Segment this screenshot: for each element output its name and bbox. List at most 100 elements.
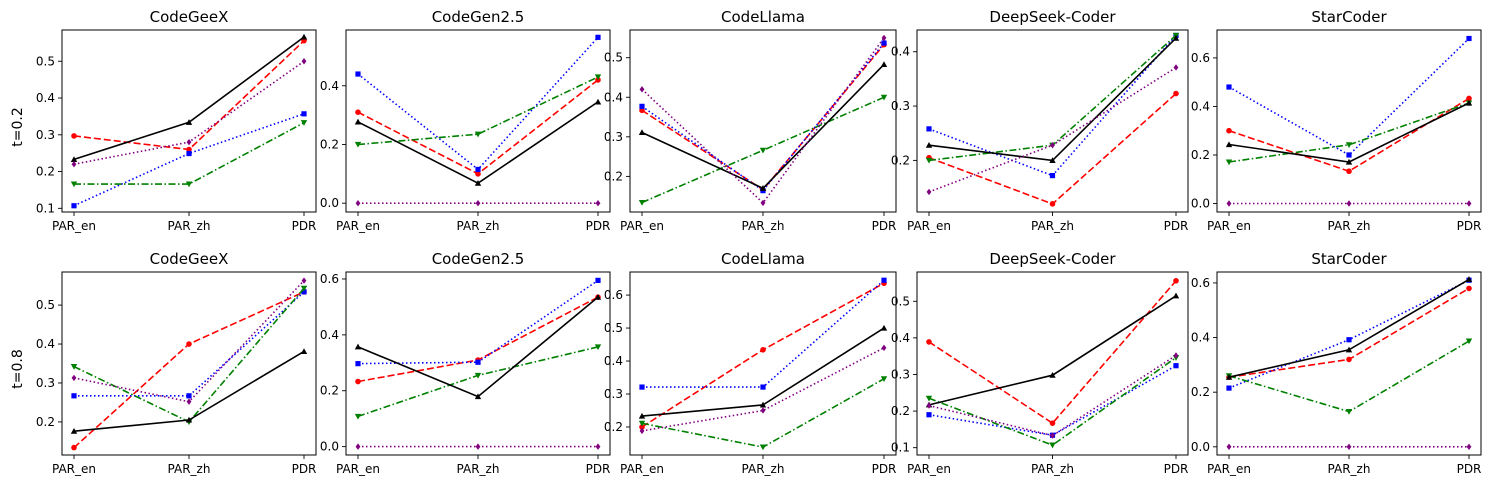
data-point [1050, 432, 1055, 439]
data-point [1466, 95, 1472, 102]
data-point [301, 289, 307, 295]
data-point [1465, 99, 1473, 106]
data-point [70, 364, 78, 370]
y-tick-label: 0.1 [36, 201, 55, 215]
x-tick-label: PAR_zh [457, 219, 500, 233]
data-point [1345, 409, 1353, 415]
data-point [1345, 346, 1353, 353]
x-tick-label: PAR_en [1207, 219, 1251, 233]
data-point [594, 293, 602, 300]
data-point [1173, 64, 1179, 71]
data-point [300, 33, 308, 40]
x-tick-label: PAR_zh [168, 462, 211, 476]
x-tick-label: PDR [1457, 219, 1482, 233]
subplot-title: CodeGen2.5 [432, 8, 525, 26]
data-point [71, 393, 77, 399]
axes-frame [1216, 29, 1482, 213]
data-point [881, 344, 887, 352]
series-line-4 [928, 354, 1177, 437]
series-line-4 [73, 280, 305, 403]
data-point [355, 109, 361, 115]
data-point [70, 428, 78, 434]
data-point [71, 161, 77, 168]
data-point [1466, 200, 1472, 207]
data-point [881, 34, 887, 42]
data-point [1346, 443, 1352, 451]
data-point [475, 199, 481, 207]
data-point [475, 166, 481, 173]
data-point [925, 157, 933, 164]
y-tick-label: 0.2 [320, 137, 339, 151]
data-point [301, 111, 307, 117]
x-tick-label: PAR_en [907, 219, 951, 233]
data-point [1226, 127, 1232, 134]
data-point [71, 133, 77, 139]
data-point [595, 34, 601, 40]
x-tick-label: PAR_en [336, 219, 380, 233]
data-point [638, 199, 646, 206]
y-tick-label: 0.4 [604, 354, 623, 368]
data-point [880, 61, 888, 67]
y-tick-label: 0.5 [36, 54, 55, 68]
data-point [639, 427, 645, 435]
subplot-title: DeepSeek-Coder [989, 8, 1116, 26]
data-point [595, 443, 601, 450]
y-tick-label: 0.3 [604, 130, 623, 144]
y-tick-label: 0.0 [1191, 197, 1210, 211]
data-point [881, 40, 887, 46]
x-tick-label: PDR [586, 462, 611, 476]
x-tick-label: PAR_en [620, 462, 664, 476]
data-point [355, 199, 361, 207]
data-point [1173, 90, 1179, 97]
data-point [594, 98, 602, 105]
data-point [759, 444, 767, 451]
x-tick-label: PDR [292, 462, 317, 476]
data-point [1345, 142, 1353, 148]
data-point [1346, 337, 1352, 343]
data-point [1226, 443, 1232, 451]
data-point [639, 424, 645, 430]
x-tick-label: PAR_zh [168, 219, 211, 233]
data-point [1225, 373, 1233, 380]
data-point [301, 277, 307, 284]
data-point [880, 376, 888, 383]
data-point [1173, 277, 1179, 284]
data-point [925, 141, 933, 148]
data-point [1346, 152, 1352, 158]
data-point [760, 199, 766, 207]
data-point [1049, 173, 1056, 179]
data-point [355, 71, 361, 77]
y-tick-label: 0.6 [320, 272, 339, 286]
data-point [1465, 276, 1473, 282]
y-tick-label: 0.4 [36, 91, 55, 105]
x-tick-label: PAR_zh [1031, 462, 1074, 476]
x-tick-label: PAR_zh [1328, 462, 1371, 476]
data-point [880, 324, 888, 331]
series-line-0 [928, 280, 1177, 425]
data-point [474, 180, 482, 186]
y-tick-label: 0.5 [604, 51, 623, 65]
data-point [354, 118, 362, 125]
series-line-1 [641, 42, 885, 192]
y-tick-label: 0.2 [1191, 385, 1210, 399]
subplot-title: CodeLlama [721, 250, 805, 268]
data-point [594, 344, 602, 351]
data-point [186, 146, 192, 153]
series-line-2 [1228, 102, 1470, 163]
data-point [186, 150, 192, 157]
y-tick-label: 0.4 [1191, 331, 1210, 345]
x-tick-label: PDR [872, 462, 897, 476]
data-point [1345, 158, 1353, 165]
data-point [474, 372, 482, 379]
series-line-4 [641, 37, 885, 205]
series-line-1 [1228, 37, 1470, 156]
x-tick-label: PDR [1164, 219, 1189, 233]
y-tick-label: 0.2 [891, 404, 910, 418]
data-point [300, 348, 308, 354]
data-point [1346, 200, 1352, 207]
series-line-1 [357, 36, 599, 171]
data-point [1346, 168, 1352, 175]
data-point [639, 86, 645, 93]
